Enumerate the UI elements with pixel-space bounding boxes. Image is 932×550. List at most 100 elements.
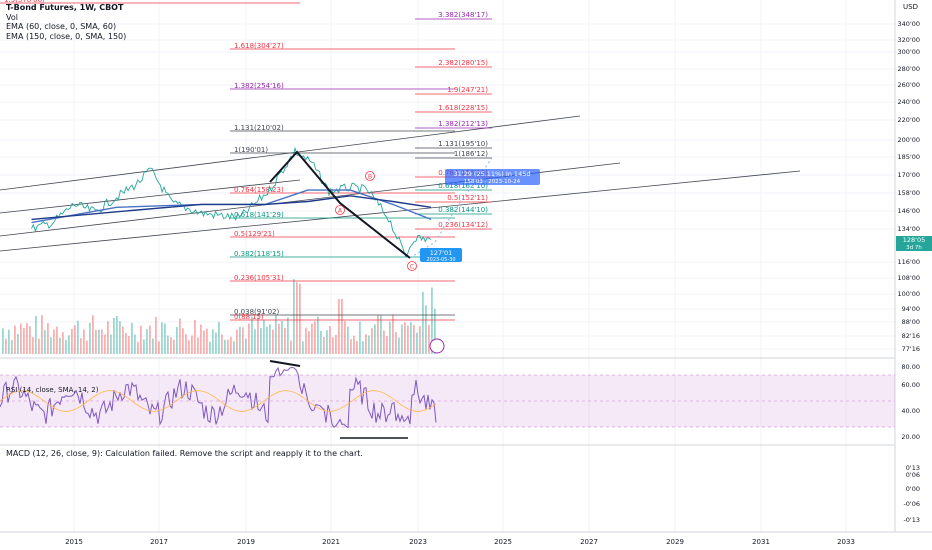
volume-bar (365, 334, 367, 354)
macd-tick-2: 0'00 (906, 485, 920, 493)
fib-upper-label-9: 0.5(152'11) (447, 194, 488, 202)
time-tick-2015: 2015 (65, 538, 83, 546)
time-tick-2019: 2019 (237, 538, 255, 546)
time-tick-2033: 2033 (837, 538, 855, 546)
volume-bar (164, 323, 166, 354)
last-price-value: 128'05 (903, 236, 925, 244)
volume-bar (290, 340, 292, 354)
volume-bar (41, 315, 43, 354)
time-tick-2029: 2029 (666, 538, 684, 546)
volume-bar (119, 321, 121, 354)
wave-marker-c (407, 261, 417, 271)
volume-bar (398, 337, 400, 354)
volume-bar (302, 341, 304, 354)
volume-bar (209, 341, 211, 354)
price-tick-17: 88'00 (902, 318, 920, 326)
fib-lower-label-0: 1.9(378'06) (4, 0, 45, 4)
volume-bar (266, 326, 268, 354)
volume-bar (47, 323, 49, 354)
symbol-title[interactable]: T-Bond Futures, 1W, CBOT (6, 3, 124, 12)
currency-label: USD (903, 3, 918, 11)
volume-bar (200, 324, 202, 354)
volume-bar (125, 332, 127, 354)
volume-bar (281, 320, 283, 354)
ema60-legend[interactable]: EMA (60, close, 0, SMA, 60) (6, 22, 117, 31)
volume-bar (338, 299, 340, 354)
volume-bar (134, 334, 136, 354)
volume-bar (329, 326, 331, 354)
fib-upper-label-8: 0.618(162'10) (438, 182, 488, 190)
volume-bar (425, 305, 427, 354)
volume-bar (50, 337, 52, 354)
volume-bar (14, 325, 16, 354)
volume-bar (74, 325, 76, 354)
current-tag-date: 2023-05-30 (426, 257, 455, 263)
volume-bar (272, 329, 274, 354)
volume-bar (32, 337, 34, 354)
rsi-divergence-top (269, 360, 301, 367)
volume-bar (413, 324, 415, 354)
volume-bar (86, 340, 88, 354)
price-tick-1: 320'00 (898, 36, 920, 44)
volume-bar (287, 317, 289, 354)
macd-legend[interactable]: MACD (12, 26, close, 9): Calculation fai… (6, 449, 363, 458)
volume-bar (11, 339, 13, 354)
trend-channels[interactable] (0, 115, 801, 252)
volume-bar (155, 316, 157, 354)
volume-bars (2, 279, 436, 354)
volume-bar (137, 341, 139, 354)
volume-bar (353, 335, 355, 354)
volume-bar (8, 329, 10, 354)
volume-bar (65, 339, 67, 354)
volume-bar (416, 332, 418, 354)
volume-bar (422, 291, 424, 354)
volume-bar (362, 341, 364, 354)
macd-tick-3: -0'06 (903, 500, 920, 508)
volume-bar (77, 320, 79, 354)
volume-bar (161, 322, 163, 354)
volume-bar (257, 317, 259, 354)
volume-legend[interactable]: Vol (6, 12, 18, 22)
volume-bar (62, 332, 64, 354)
volume-bar (269, 324, 271, 354)
volume-bar (110, 334, 112, 354)
chart-grid (0, 0, 932, 533)
fib-upper-label-2: 1.9(247'21) (447, 86, 488, 94)
volume-bar (341, 299, 343, 354)
time-tick-2021: 2021 (322, 538, 340, 546)
rsi-sma-line (0, 390, 437, 412)
volume-bar (251, 316, 253, 354)
volume-bar (311, 323, 313, 354)
fib-lower-label-10: 0.038(91'02) (234, 308, 280, 316)
macd-tick-0: 0'13 (906, 464, 920, 472)
last-price-label (896, 236, 932, 251)
fib-upper-label-3: 1.618(228'15) (438, 104, 488, 112)
volume-bar (17, 334, 19, 354)
volume-bar (383, 330, 385, 354)
volume-bar (215, 332, 217, 354)
volume-bar (335, 334, 337, 354)
volume-bar (167, 335, 169, 354)
projection-box-line2: 158'03 · 2023-10-24 (464, 179, 521, 185)
volume-bar (431, 287, 433, 354)
volume-bar (260, 328, 262, 354)
volume-bar (254, 329, 256, 354)
price-tick-15: 100'00 (898, 290, 920, 298)
fib-upper-label-11: 0.236(134'12) (438, 221, 488, 229)
volume-bar (395, 332, 397, 354)
volume-bar (23, 328, 25, 354)
current-tag-price: 127'01 (430, 249, 452, 257)
fib-extension-lower[interactable]: 1.9(378'06) 1.618(304'27) 1.382(254'16) 1.1… (0, 0, 455, 321)
wave-label-b: B (368, 174, 372, 181)
ema150-legend[interactable]: EMA (150, close, 0, SMA, 150) (6, 31, 127, 41)
volume-bar (419, 326, 421, 354)
volume-bar (245, 338, 247, 354)
volume-bar (56, 326, 58, 354)
fib-lower-label-8: 0.382(118'15) (234, 250, 284, 258)
volume-bar (191, 335, 193, 354)
volume-bar (293, 279, 295, 354)
price-tick-6: 220'00 (898, 116, 920, 124)
volume-bar (410, 322, 412, 354)
